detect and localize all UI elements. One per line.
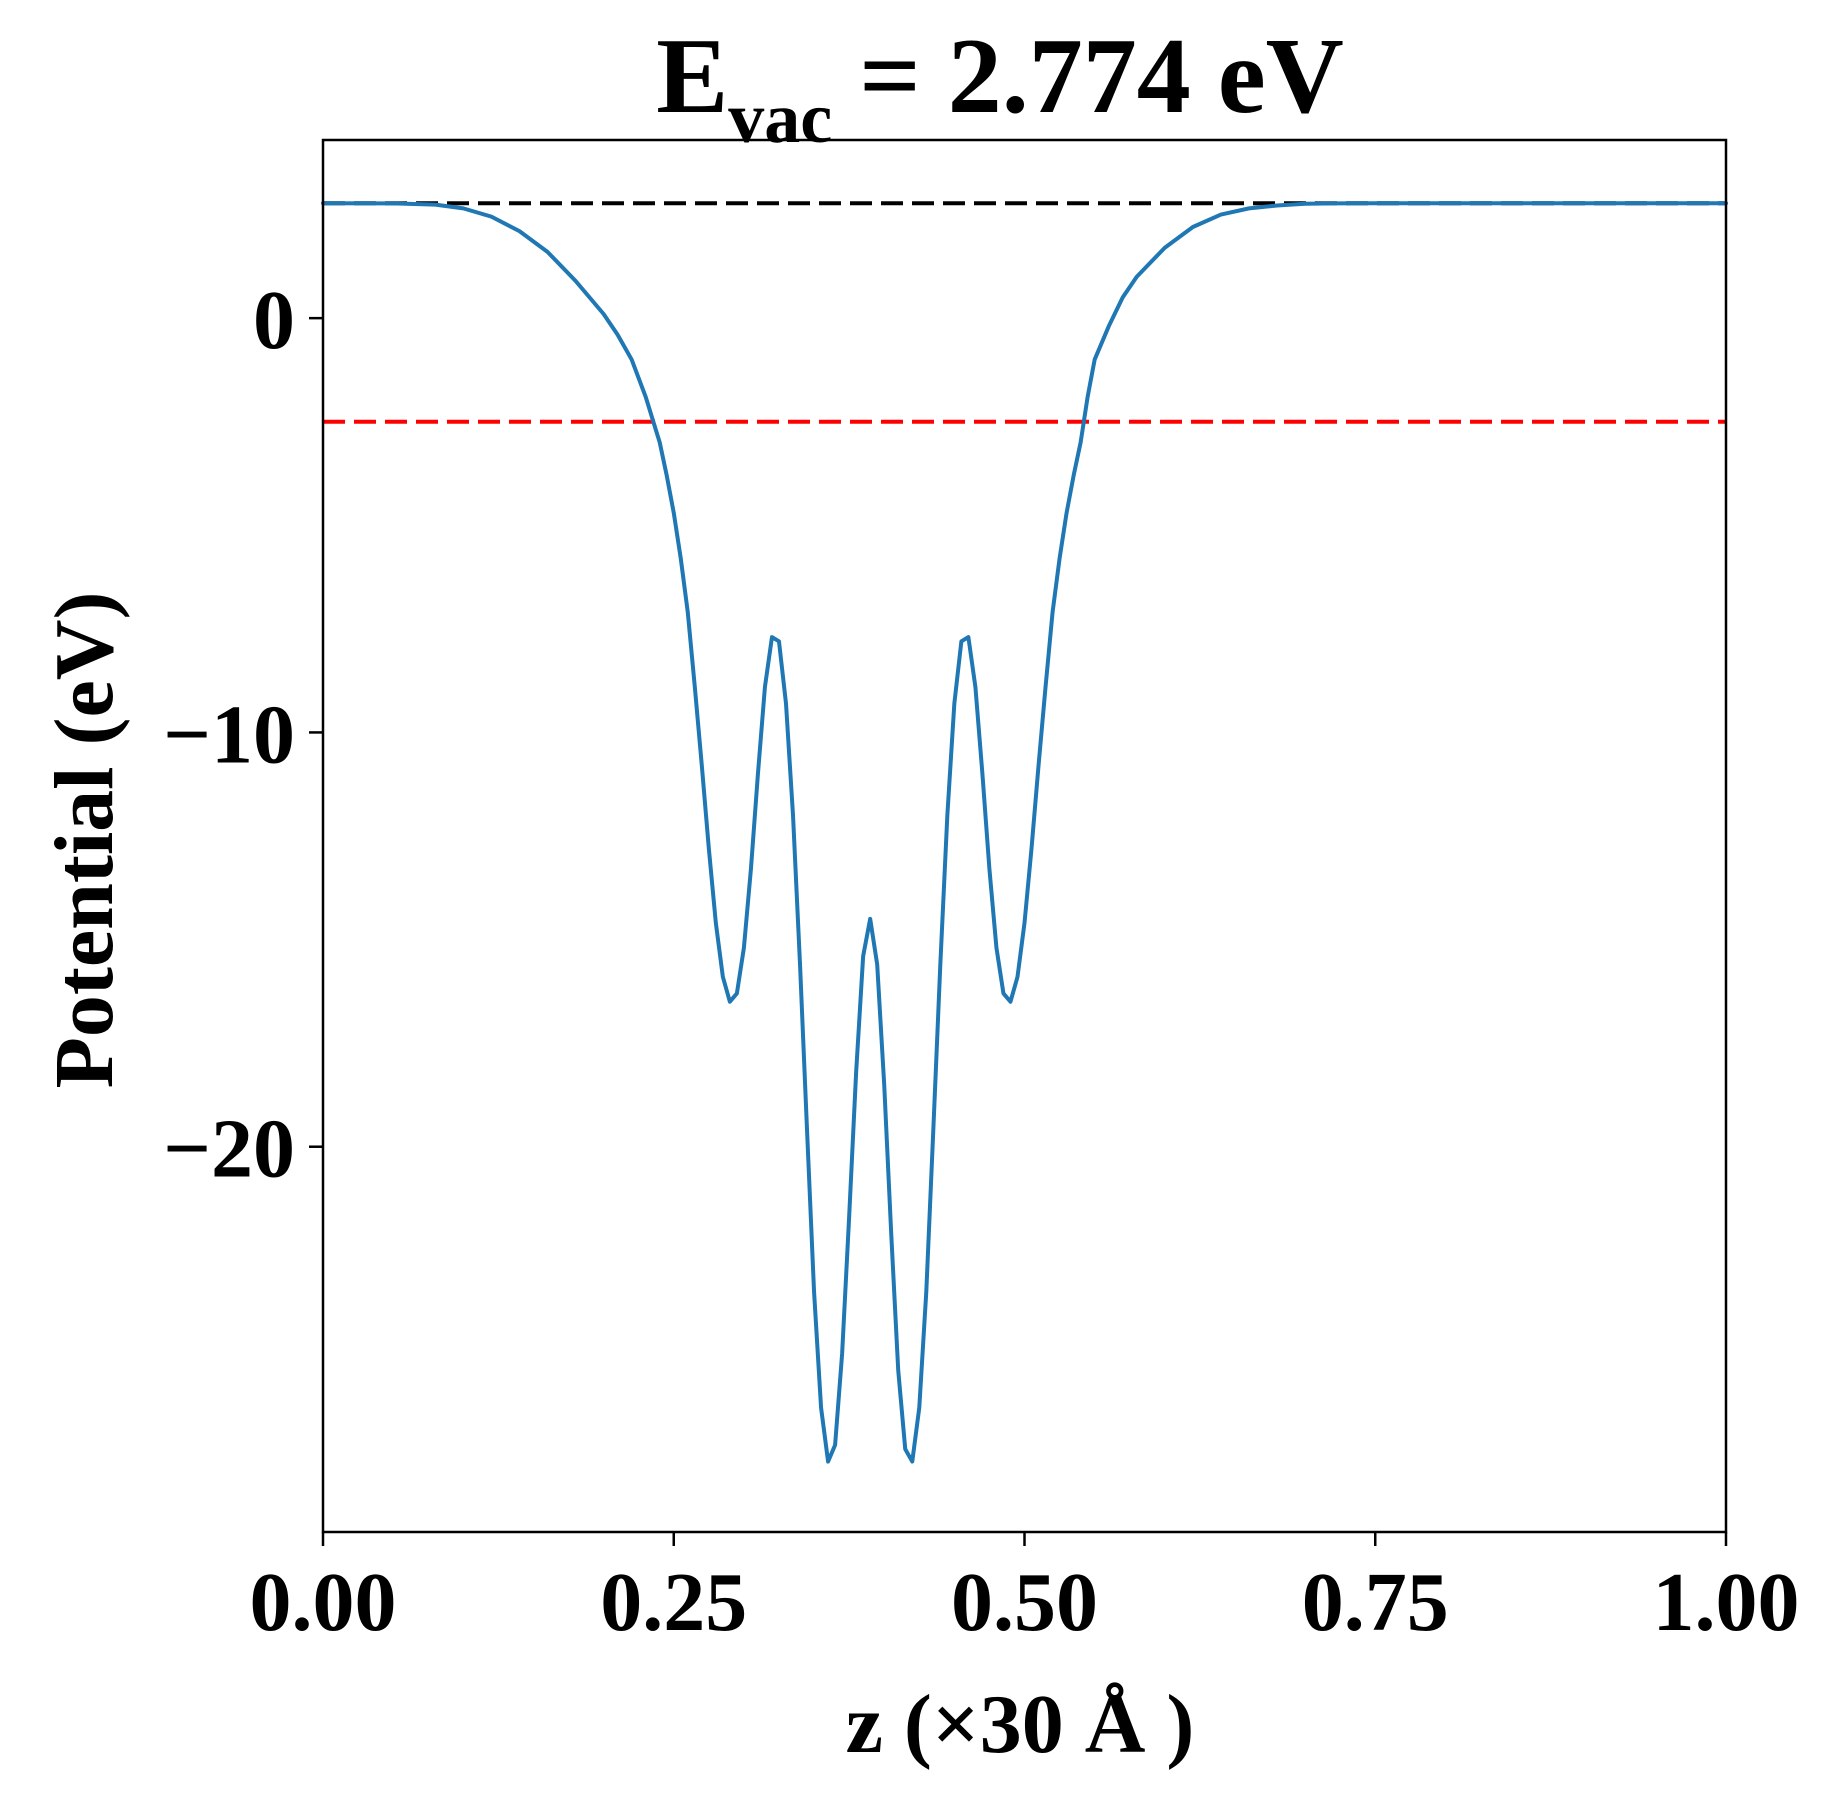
x-tick-label-0: 0.00 [250, 1556, 397, 1649]
chart-title: Evac = 2.774 eV [656, 17, 1344, 158]
chart-title-subscript: vac [728, 78, 832, 158]
plot-area: 0.00 0.25 0.50 0.75 1.00 0 −10 −20 [163, 138, 1800, 1649]
plot-frame [321, 138, 1728, 1534]
x-tick-label-2: 0.50 [951, 1556, 1098, 1649]
y-axis-label: Potential (eV) [38, 592, 131, 1089]
y-tick-label-1: −10 [163, 688, 295, 781]
x-tick-label-3: 0.75 [1302, 1556, 1449, 1649]
x-axis-label: z (×30 Å ) [846, 1678, 1195, 1771]
series-line-0 [321, 201, 1728, 1464]
chart-title-rest: = 2.774 eV [832, 17, 1343, 136]
chart-title-main: E [656, 17, 728, 136]
y-tick-label-2: −20 [163, 1103, 295, 1196]
x-tick-label-1: 0.25 [600, 1556, 747, 1649]
x-tick-label-4: 1.00 [1653, 1556, 1800, 1649]
y-tick-label-0: 0 [253, 274, 295, 367]
